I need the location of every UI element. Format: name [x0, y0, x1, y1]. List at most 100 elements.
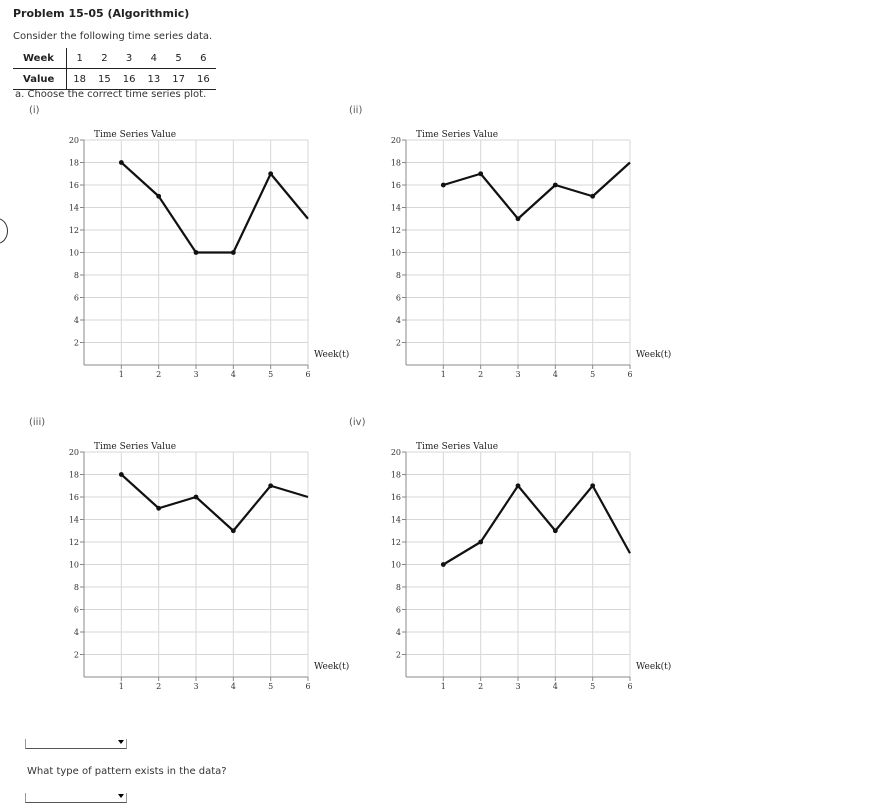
y-tick-label: 4	[396, 628, 401, 637]
table-cell: 6	[190, 48, 216, 69]
x-tick-label: 2	[156, 682, 161, 691]
table-row: Week 1 2 3 4 5 6	[13, 48, 216, 69]
y-tick-label: 2	[74, 339, 79, 348]
series-line	[442, 484, 631, 566]
data-point	[230, 250, 236, 255]
y-tick-label: 20	[391, 136, 401, 145]
data-point	[478, 171, 484, 177]
table-cell: 4	[141, 48, 167, 69]
value-header: Value	[13, 68, 68, 90]
data-point	[156, 505, 162, 511]
data-point	[193, 494, 199, 500]
data-point	[268, 483, 274, 489]
chart-title: Time Series Value	[416, 442, 498, 452]
y-tick-label: 2	[396, 339, 401, 348]
y-tick-label: 10	[391, 561, 401, 570]
x-tick-label: 4	[553, 682, 558, 691]
y-tick-label: 18	[391, 159, 401, 168]
x-tick-label: 1	[441, 682, 446, 691]
y-tick-label: 16	[69, 493, 79, 502]
x-tick-label: 6	[627, 682, 632, 691]
y-tick-label: 12	[69, 538, 79, 547]
table-cell: 5	[166, 48, 191, 69]
data-point	[478, 539, 484, 545]
table-cell: 16	[116, 68, 142, 90]
table-cell: 2	[92, 48, 117, 69]
table-cell: 3	[116, 48, 142, 69]
series-line	[120, 473, 309, 532]
data-point	[515, 216, 521, 222]
data-point	[552, 528, 558, 534]
x-tick-label: 4	[231, 682, 236, 691]
x-tick-label: 3	[515, 370, 520, 379]
week-header: Week	[13, 48, 68, 69]
data-point	[590, 483, 596, 489]
pattern-type-dropdown[interactable]	[25, 793, 127, 803]
x-tick-label: 6	[627, 370, 632, 379]
data-point	[440, 562, 446, 567]
y-tick-label: 4	[74, 628, 79, 637]
table-cell: 18	[66, 68, 93, 90]
y-tick-label: 4	[396, 316, 401, 325]
x-axis-label: Week(t)	[636, 349, 671, 360]
series-line	[120, 161, 309, 254]
x-tick-label: 6	[305, 682, 310, 691]
y-tick-label: 4	[74, 316, 79, 325]
data-point	[515, 483, 521, 489]
y-tick-label: 20	[391, 448, 401, 457]
x-tick-label: 5	[268, 370, 273, 379]
x-tick-label: 5	[590, 370, 595, 379]
x-tick-label: 3	[193, 682, 198, 691]
data-point	[156, 193, 162, 199]
time-series-table: Week 1 2 3 4 5 6 Value 18 15 16 13 17 16	[13, 48, 216, 90]
data-point	[118, 160, 124, 165]
data-point	[440, 182, 446, 188]
y-tick-label: 8	[396, 271, 401, 280]
y-tick-label: 18	[391, 471, 401, 480]
x-tick-label: 4	[231, 370, 236, 379]
plot-choice-dropdown[interactable]	[25, 739, 127, 749]
chart-title: Time Series Value	[416, 130, 498, 140]
y-tick-label: 6	[74, 606, 79, 615]
x-tick-label: 5	[268, 682, 273, 691]
x-tick-label: 2	[156, 370, 161, 379]
table-cell: 16	[190, 68, 216, 90]
chart-title: Time Series Value	[94, 130, 176, 140]
intro-text: Consider the following time series data.	[13, 31, 213, 42]
x-tick-label: 3	[193, 370, 198, 379]
y-tick-label: 18	[69, 159, 79, 168]
x-tick-label: 1	[441, 370, 446, 379]
x-axis-label: Week(t)	[314, 349, 349, 360]
data-point	[552, 182, 558, 188]
data-point	[118, 472, 124, 477]
y-tick-label: 16	[391, 493, 401, 502]
y-tick-label: 8	[74, 583, 79, 592]
y-tick-label: 2	[74, 651, 79, 660]
y-tick-label: 14	[391, 204, 401, 213]
y-tick-label: 6	[396, 606, 401, 615]
x-tick-label: 3	[515, 682, 520, 691]
data-point	[193, 250, 199, 255]
table-cell: 13	[141, 68, 167, 90]
chevron-down-icon	[118, 794, 124, 798]
x-tick-label: 6	[305, 370, 310, 379]
table-cell: 15	[92, 68, 117, 90]
x-tick-label: 2	[478, 682, 483, 691]
series-line	[443, 161, 631, 220]
y-tick-label: 12	[391, 538, 401, 547]
table-cell: 1	[66, 48, 93, 69]
x-tick-label: 4	[553, 370, 558, 379]
data-point	[230, 528, 236, 534]
table-row: Value 18 15 16 13 17 16	[13, 68, 216, 90]
question-b: What type of pattern exists in the data?	[27, 766, 227, 777]
question-a: a. Choose the correct time series plot.	[15, 89, 207, 100]
y-tick-label: 20	[69, 448, 79, 457]
x-axis-label: Week(t)	[636, 661, 671, 672]
option-label-iii: (iii)	[29, 417, 46, 428]
y-tick-label: 16	[391, 181, 401, 190]
